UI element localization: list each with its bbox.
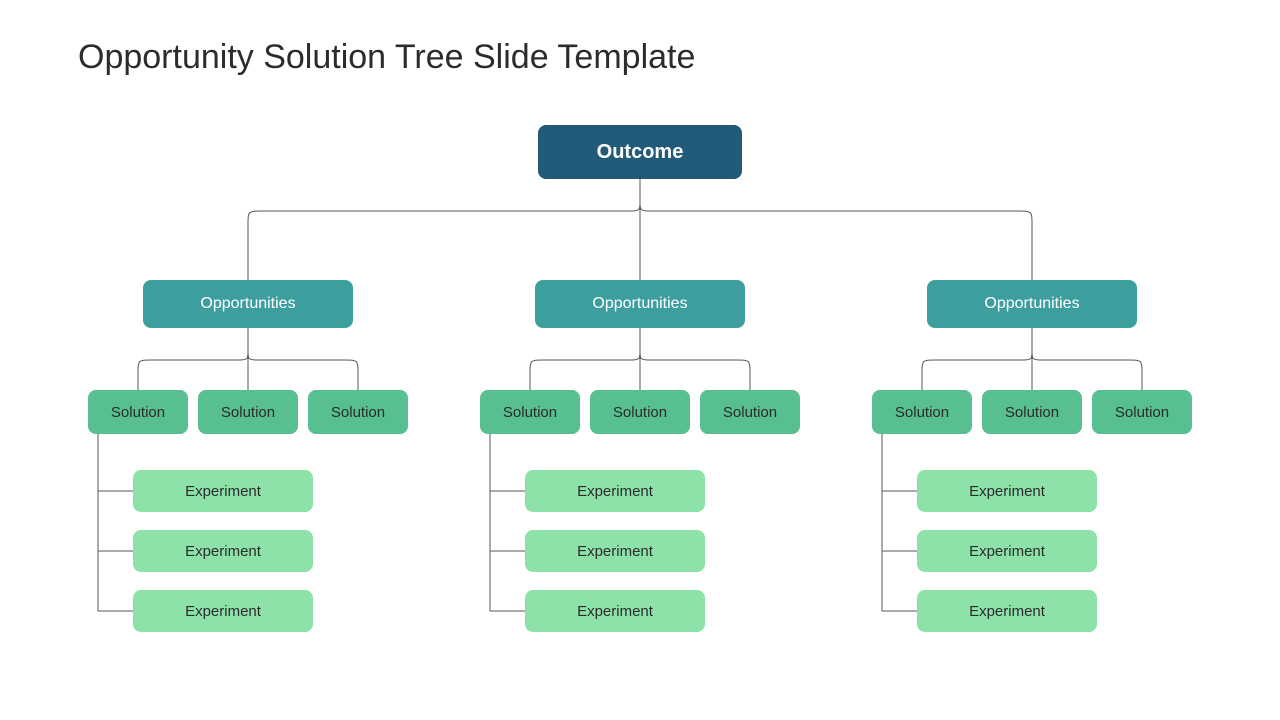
solution-node-2-0: Solution bbox=[872, 390, 972, 434]
solution-node-0-0: Solution bbox=[88, 390, 188, 434]
experiment-node-0-1: Experiment bbox=[133, 530, 313, 572]
experiment-node-1-1: Experiment bbox=[525, 530, 705, 572]
solution-node-0-1: Solution bbox=[198, 390, 298, 434]
solution-node-2-2: Solution bbox=[1092, 390, 1192, 434]
solution-node-1-1: Solution bbox=[590, 390, 690, 434]
experiment-node-1-0: Experiment bbox=[525, 470, 705, 512]
solution-node-1-0: Solution bbox=[480, 390, 580, 434]
opportunity-node-0: Opportunities bbox=[143, 280, 353, 328]
page-title: Opportunity Solution Tree Slide Template bbox=[78, 38, 695, 77]
experiment-node-0-2: Experiment bbox=[133, 590, 313, 632]
opportunity-node-2: Opportunities bbox=[927, 280, 1137, 328]
experiment-node-2-2: Experiment bbox=[917, 590, 1097, 632]
experiment-node-2-0: Experiment bbox=[917, 470, 1097, 512]
solution-node-1-2: Solution bbox=[700, 390, 800, 434]
solution-node-2-1: Solution bbox=[982, 390, 1082, 434]
experiment-node-1-2: Experiment bbox=[525, 590, 705, 632]
opportunity-node-1: Opportunities bbox=[535, 280, 745, 328]
experiment-node-2-1: Experiment bbox=[917, 530, 1097, 572]
experiment-node-0-0: Experiment bbox=[133, 470, 313, 512]
outcome-node: Outcome bbox=[538, 125, 742, 179]
solution-node-0-2: Solution bbox=[308, 390, 408, 434]
